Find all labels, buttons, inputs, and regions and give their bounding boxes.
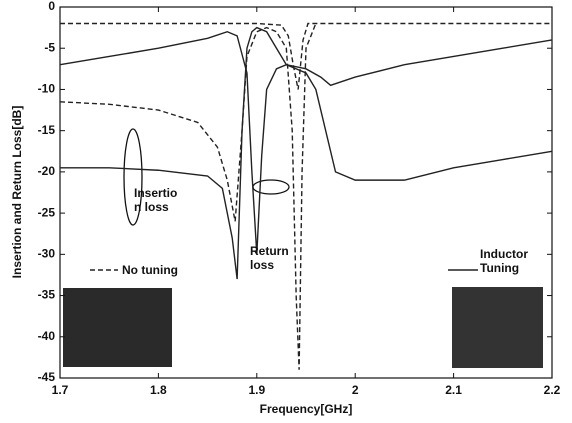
inset-image	[63, 288, 172, 367]
series-line	[60, 26, 553, 280]
y-axis-label: Insertion and Return Loss[dB]	[10, 106, 24, 279]
x-tick-label: 2.1	[445, 383, 462, 397]
annotation-ellipse	[252, 179, 290, 195]
y-tick-label: -15	[38, 123, 56, 137]
inset-image	[452, 287, 543, 368]
annotation-ellipse	[123, 128, 143, 226]
y-tick-label: -20	[38, 164, 56, 178]
x-tick-label: 2	[352, 383, 359, 397]
y-tick-label: 0	[48, 0, 55, 13]
x-tick-label: 2.2	[544, 383, 561, 397]
y-tick-label: -45	[38, 370, 56, 384]
y-tick-label: -25	[38, 205, 56, 219]
y-tick-label: -10	[38, 82, 56, 96]
series-line	[60, 22, 552, 90]
x-tick-label: 1.9	[248, 383, 265, 397]
y-tick-label: -40	[38, 329, 56, 343]
x-tick-label: 1.7	[52, 383, 69, 397]
series-line	[59, 30, 553, 255]
legend-label: Inductor Tuning	[480, 247, 528, 275]
legend-label: No tuning	[122, 263, 178, 277]
y-tick-label: -5	[44, 40, 55, 54]
series-line	[59, 23, 317, 370]
x-axis-label: Frequency[GHz]	[260, 402, 353, 416]
plot-frame	[59, 6, 553, 379]
annotation: Insertio n loss	[134, 186, 178, 214]
y-tick-label: -35	[38, 288, 56, 302]
y-tick-label: -30	[38, 247, 56, 261]
annotation: Return loss	[250, 244, 289, 272]
x-tick-label: 1.8	[150, 383, 167, 397]
